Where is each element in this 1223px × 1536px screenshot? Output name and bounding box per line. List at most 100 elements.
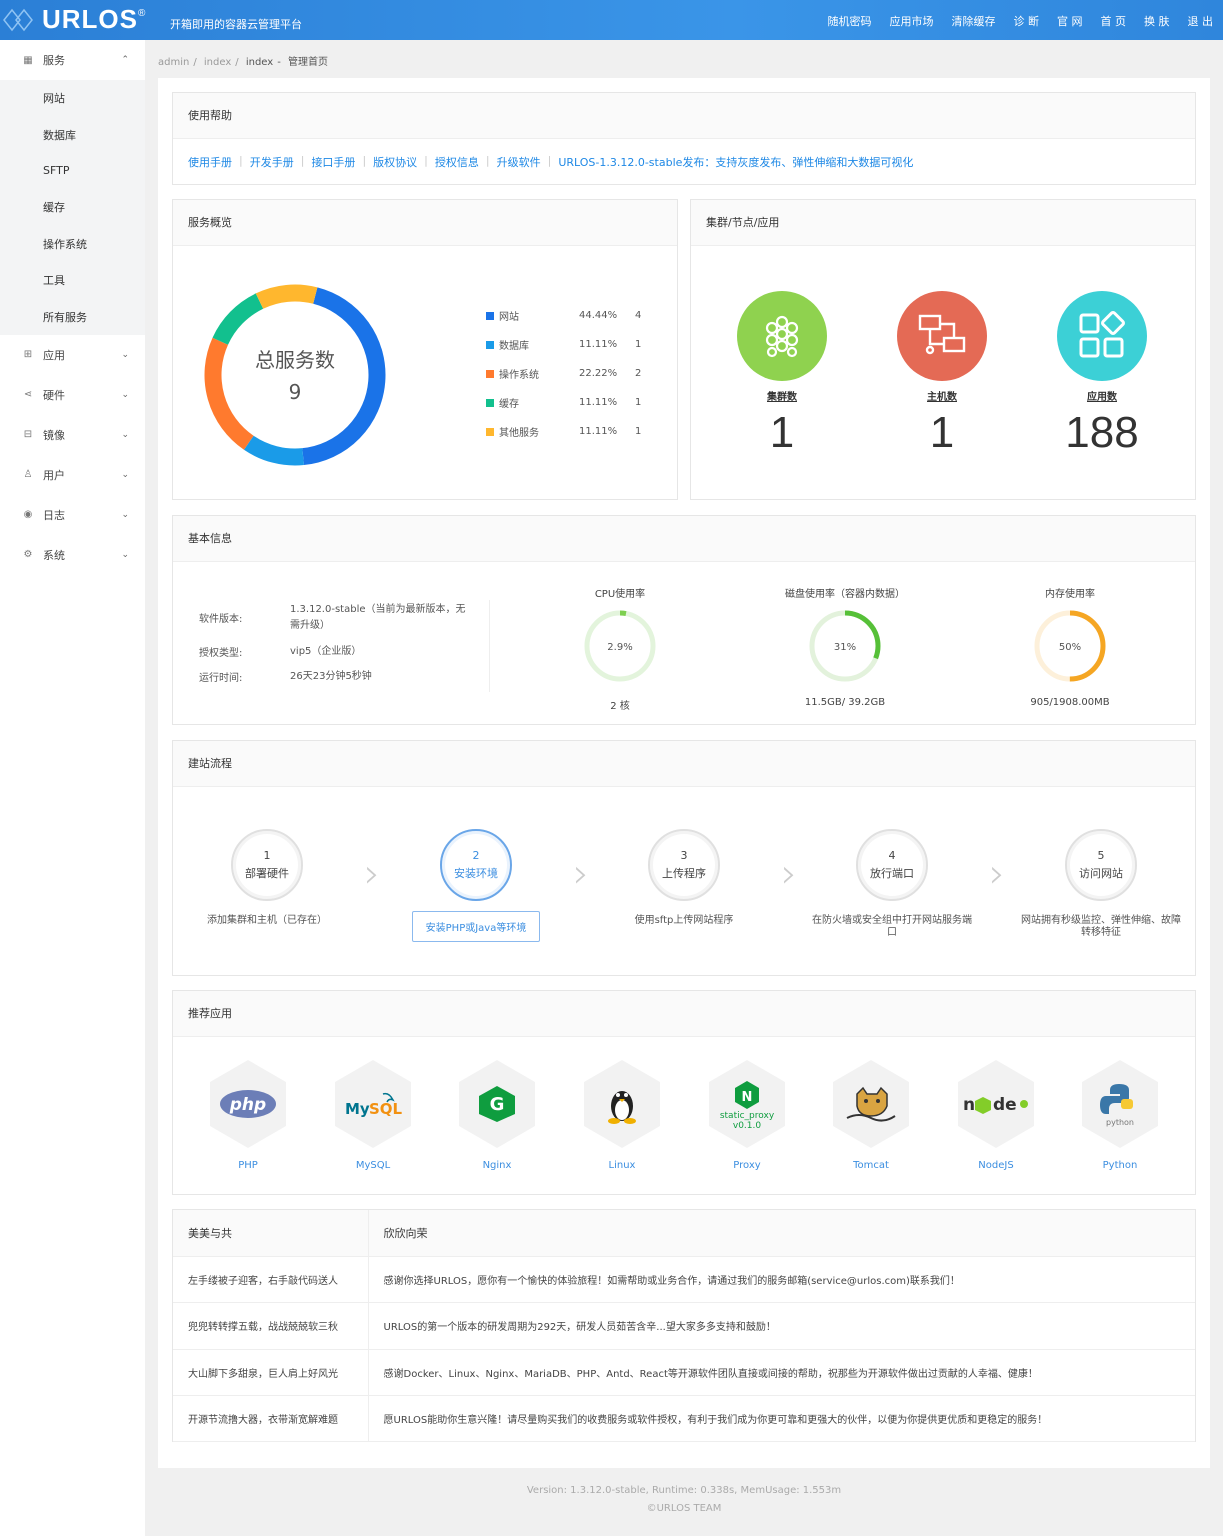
step-circle[interactable]: 5 访问网站 <box>1065 829 1137 901</box>
cluster-count-badge[interactable] <box>737 291 827 381</box>
app-card-nginx[interactable]: G Nginx <box>452 1060 542 1171</box>
nodejs-icon: n de <box>963 1095 1028 1115</box>
host-count-badge[interactable] <box>897 291 987 381</box>
step-circle[interactable]: 1 部署硬件 <box>231 829 303 901</box>
app-count-badge[interactable] <box>1057 291 1147 381</box>
app-count-value: 188 <box>1065 408 1139 457</box>
donut-slice-3[interactable] <box>212 293 264 346</box>
sidebar-group-hardware[interactable]: ⋖ 硬件 ⌄ <box>0 375 145 415</box>
breadcrumb-index[interactable]: index <box>203 57 232 68</box>
honeycomb-icon <box>765 315 799 358</box>
legend-item[interactable]: 网站 44.44% 4 <box>486 308 641 323</box>
gauge-value: 31% <box>834 642 856 653</box>
step-desc: 在防火墙或安全组中打开网站服务端口 <box>812 915 972 938</box>
sidebar-group-system[interactable]: ⚙ 系统 ⌄ <box>0 535 145 575</box>
nav-official-site[interactable]: 官 网 <box>1057 15 1083 28</box>
sidebar-group-logs[interactable]: ◉ 日志 ⌄ <box>0 495 145 535</box>
gauge-value: 50% <box>1059 642 1081 653</box>
logo-text: URLOS <box>42 4 138 34</box>
step-number: 4 <box>888 849 896 862</box>
link-separator: | <box>485 154 490 167</box>
breadcrumb: admin / index / index - 管理首页 <box>158 53 332 68</box>
step-circle[interactable]: 3 上传程序 <box>648 829 720 901</box>
messages-panel: 美美与共 欣欣向荣 左手缕被子迎客，右手敲代码送人 感谢你选择URLOS，愿你有… <box>172 1209 1196 1443</box>
nav-clear-cache[interactable]: 清除缓存 <box>951 15 996 28</box>
legend-swatch <box>486 398 494 407</box>
sidebar-item-cache[interactable]: 缓存 <box>43 201 65 215</box>
table-cell: 开源节流撸大器，衣带渐宽解难题 <box>173 1395 369 1443</box>
host-count-label[interactable]: 主机数 <box>927 392 957 403</box>
link-license-info[interactable]: 授权信息 <box>434 156 479 169</box>
donut-slice-1[interactable] <box>243 435 304 466</box>
link-upgrade[interactable]: 升级软件 <box>496 156 541 169</box>
sidebar-group-label: 系统 <box>43 548 65 562</box>
panel-title: 服务概览 <box>173 200 677 246</box>
app-count-label[interactable]: 应用数 <box>1087 392 1117 403</box>
sidebar-item-os[interactable]: 操作系统 <box>43 237 87 251</box>
app-hex: My SQL <box>335 1060 411 1148</box>
step-number: 1 <box>263 849 271 862</box>
app-card-tomcat[interactable]: Tomcat <box>826 1060 916 1171</box>
step-circle[interactable]: 4 放行端口 <box>856 829 928 901</box>
app-card-python[interactable]: python Python <box>1075 1060 1165 1171</box>
sidebar-item-database[interactable]: 数据库 <box>43 128 76 142</box>
sidebar-item-tools[interactable]: 工具 <box>43 274 65 288</box>
info-label: 软件版本: <box>199 614 243 625</box>
chevron-right-icon: › <box>573 851 589 897</box>
app-name: Proxy <box>733 1160 761 1171</box>
top-bar: URLOS® 开箱即用的容器云管理平台 随机密码 应用市场 清除缓存 诊 断 官… <box>0 0 1223 40</box>
donut-slice-4[interactable] <box>255 284 318 309</box>
panel-title: 集群/节点/应用 <box>691 200 1195 246</box>
app-card-mysql[interactable]: My SQL MySQL <box>328 1060 418 1171</box>
link-license-agreement[interactable]: 版权协议 <box>373 156 418 169</box>
legend-item[interactable]: 操作系统 22.22% 2 <box>486 366 641 381</box>
breadcrumb-current: 管理首页 <box>287 57 328 68</box>
donut-slice-2[interactable] <box>204 337 254 450</box>
apps-icon: ⊞ <box>23 349 33 361</box>
app-hex <box>584 1060 660 1148</box>
link-user-manual[interactable]: 使用手册 <box>188 156 232 169</box>
nav-diagnose[interactable]: 诊 断 <box>1013 15 1040 28</box>
donut-slice-0[interactable] <box>302 287 386 466</box>
nav-app-market[interactable]: 应用市场 <box>889 15 934 28</box>
link-dev-manual[interactable]: 开发手册 <box>249 156 294 169</box>
breadcrumb-admin[interactable]: admin <box>158 57 190 68</box>
gauge-title: CPU使用率 <box>594 589 646 600</box>
info-uptime-row: 运行时间: 26天23分钟5秒钟 <box>199 669 475 685</box>
share-icon: ⋖ <box>23 389 33 401</box>
service-donut-chart: 总服务数 9 <box>204 284 386 466</box>
legend-item[interactable]: 数据库 11.11% 1 <box>486 337 641 352</box>
step-circle[interactable]: 2 安装环境 <box>440 829 512 901</box>
nav-logout[interactable]: 退 出 <box>1187 15 1214 28</box>
app-card-nodejs[interactable]: n de NodeJS <box>951 1060 1041 1171</box>
sidebar-group-apps[interactable]: ⊞ 应用 ⌄ <box>0 335 145 375</box>
sidebar-item-sftp[interactable]: SFTP <box>43 164 70 178</box>
nav-skin[interactable]: 换 肤 <box>1144 15 1170 28</box>
app-logo[interactable]: URLOS® <box>42 4 146 35</box>
step-desc: 使用sftp上传网站程序 <box>634 915 734 926</box>
process-step-2: 2 安装环境安装PHP或Java等环境 <box>396 829 556 942</box>
sidebar-group-images[interactable]: ⊟ 镜像 ⌄ <box>0 415 145 455</box>
cluster-count-label[interactable]: 集群数 <box>767 392 797 403</box>
sidebar-group-services[interactable]: ▦ 服务 ⌃ <box>0 40 145 80</box>
table-cell: 感谢Docker、Linux、Nginx、MariaDB、PHP、Antd、Re… <box>368 1349 1195 1397</box>
legend-item[interactable]: 缓存 11.11% 1 <box>486 395 641 410</box>
legend-item[interactable]: 其他服务 11.11% 1 <box>486 424 641 439</box>
footer-copyright: ©URLOS TEAM <box>646 1503 722 1514</box>
panel-title: 基本信息 <box>173 516 1195 562</box>
nav-home[interactable]: 首 页 <box>1100 15 1127 28</box>
sidebar-item-all-services[interactable]: 所有服务 <box>43 310 87 324</box>
table-header-row: 美美与共 欣欣向荣 <box>173 1210 1195 1257</box>
app-card-php[interactable]: php PHP <box>203 1060 293 1171</box>
link-release-note[interactable]: URLOS-1.3.12.0-stable发布：支持灰度发布、弹性伸缩和大数据可… <box>558 156 914 169</box>
sidebar-group-users[interactable]: ♙ 用户 ⌄ <box>0 455 145 495</box>
install-env-button[interactable]: 安装PHP或Java等环境 <box>411 911 541 942</box>
sidebar-item-website[interactable]: 网站 <box>43 92 65 106</box>
link-api-manual[interactable]: 接口手册 <box>311 156 356 169</box>
nav-random-password[interactable]: 随机密码 <box>827 15 872 28</box>
cluster-count-value: 1 <box>769 408 795 457</box>
step-desc: 网站拥有秒级监控、弹性伸缩、故障转移特征 <box>1021 915 1181 938</box>
app-card-linux[interactable]: Linux <box>577 1060 667 1171</box>
